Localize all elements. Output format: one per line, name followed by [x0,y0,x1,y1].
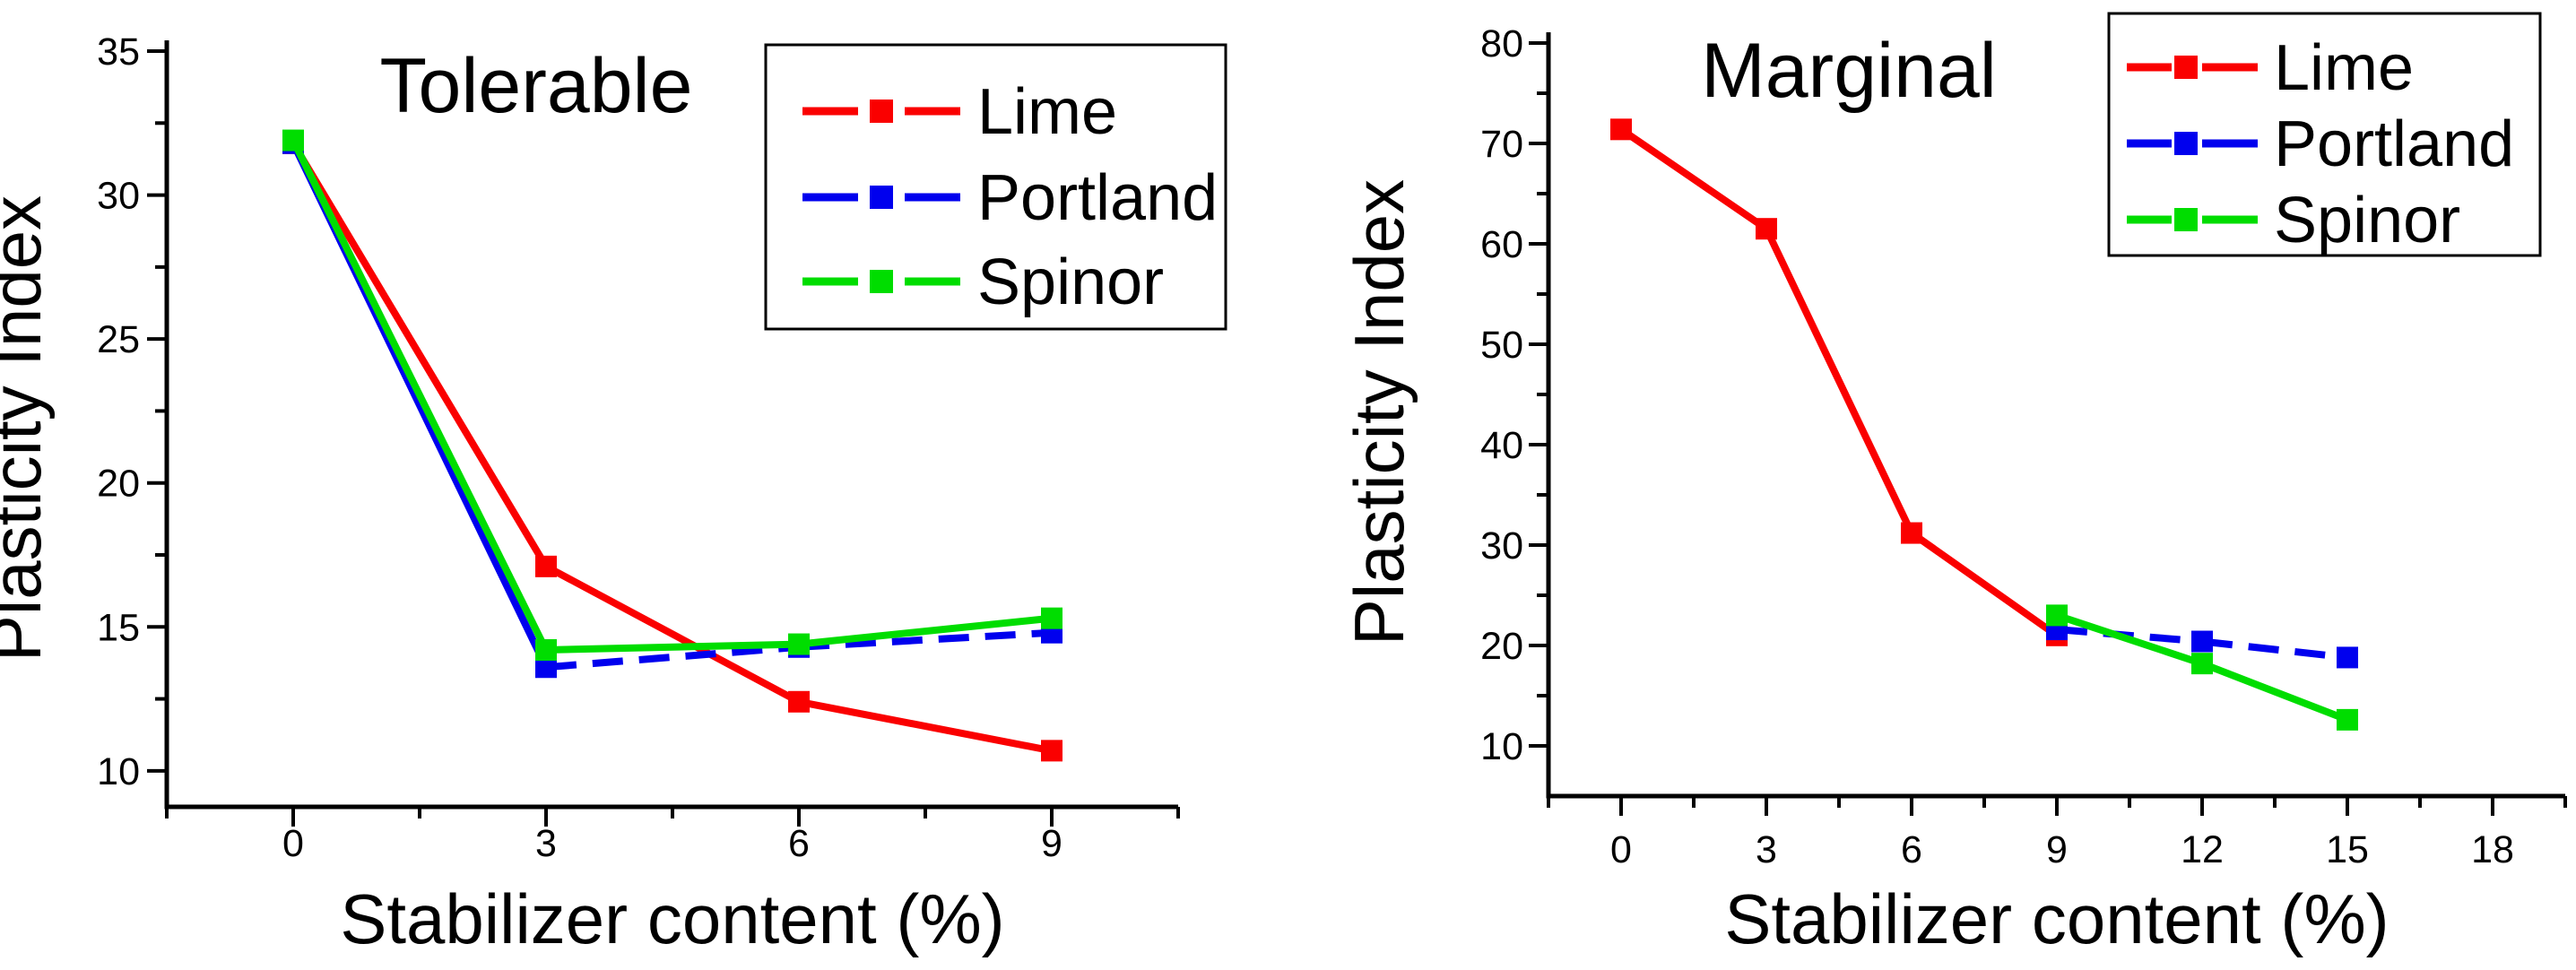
series-line-lime [1909,530,2060,639]
y-tick-label: 40 [1480,424,1523,467]
series-line-lime [798,697,1053,755]
series-marker-lime [535,555,557,577]
series-line-lime [1618,126,1769,232]
series-line-portland [545,643,800,671]
chart-title: Tolerable [380,43,693,129]
x-axis-label: Stabilizer content (%) [1724,879,2389,958]
series-marker-spinor [788,633,810,655]
chart-tolerable: 0 3 6 9 10 15 20 25 30 35 Tolerable Stabilizer cont… [0,30,1227,958]
y-tick-label: 30 [1480,524,1523,567]
y-tick-label: 70 [1480,123,1523,166]
series-line-spinor [2200,660,2349,723]
x-tick-label: 3 [1756,828,1777,871]
series-line-lime [1763,227,1915,535]
y-axis-label: Plasticity Index [1340,179,1418,645]
legend-marker-sample [870,100,893,123]
series-marker-spinor [535,638,557,661]
series-line-spinor [545,640,800,654]
series-marker-spinor [2046,604,2068,627]
series-marker-spinor [2337,708,2358,731]
legend-label-spinor: Spinor [977,247,1164,318]
series-line-portland [2201,637,2348,662]
series-line-spinor [2055,611,2204,667]
y-tick-label: 25 [97,318,140,361]
x-axis-label: Stabilizer content (%) [340,879,1004,958]
series-marker-spinor [2191,653,2213,675]
series-marker-spinor [1041,607,1062,629]
series-marker-portland [2337,646,2358,669]
series-line-portland [798,628,1053,651]
y-tick-label: 80 [1480,22,1523,65]
series-line-spinor [290,138,550,652]
y-tick-label: 10 [1480,725,1523,768]
x-tick-label: 9 [2046,828,2068,871]
chart-marginal: 0 3 6 9 12 15 18 10 20 30 40 50 60 70 80 Marginal Stabil… [1340,12,2567,958]
x-tick-label: 18 [2471,828,2514,871]
x-tick-label: 9 [1041,822,1062,865]
series-marker-lime [1901,522,1922,544]
series-line-spinor [798,614,1053,648]
y-tick-label: 60 [1480,223,1523,266]
y-tick-label: 20 [97,463,140,506]
x-tick-label: 6 [788,822,810,865]
legend-marker-sample [870,186,893,209]
y-axis-label: Plasticity Index [0,195,56,662]
series-marker-portland [2191,630,2213,653]
x-tick-label: 6 [1901,828,1922,871]
y-tick-label: 35 [97,30,140,74]
y-tick-label: 10 [97,750,140,793]
chart-title: Marginal [1701,28,1997,114]
legend-marker-sample [2174,56,2198,79]
series-marker-spinor [282,129,304,152]
series-marker-lime [788,690,810,713]
legend-marker-sample [2174,132,2198,155]
y-tick-label: 20 [1480,625,1523,668]
legend-label-portland: Portland [977,162,1218,234]
x-tick-label: 0 [282,822,304,865]
x-tick-label: 15 [2326,828,2369,871]
x-tick-label: 3 [535,822,557,865]
legend-marker-sample [870,270,893,293]
series-marker-lime [1756,218,1777,240]
legend-label-lime: Lime [2274,32,2414,104]
legend-label-lime: Lime [977,76,1117,148]
y-tick-label: 30 [97,175,140,218]
legend-label-spinor: Spinor [2274,185,2460,256]
series-line-lime [290,141,550,568]
x-tick-label: 0 [1610,828,1632,871]
series-line-portland [2056,626,2203,645]
series-marker-lime [1610,118,1632,141]
y-tick-label: 50 [1480,324,1523,367]
y-tick-label: 15 [97,606,140,649]
legend-marker-sample [2174,208,2198,231]
series-line-lime [544,563,801,706]
series-marker-lime [1041,740,1062,762]
legend-label-portland: Portland [2274,108,2514,180]
x-tick-label: 12 [2181,828,2224,871]
